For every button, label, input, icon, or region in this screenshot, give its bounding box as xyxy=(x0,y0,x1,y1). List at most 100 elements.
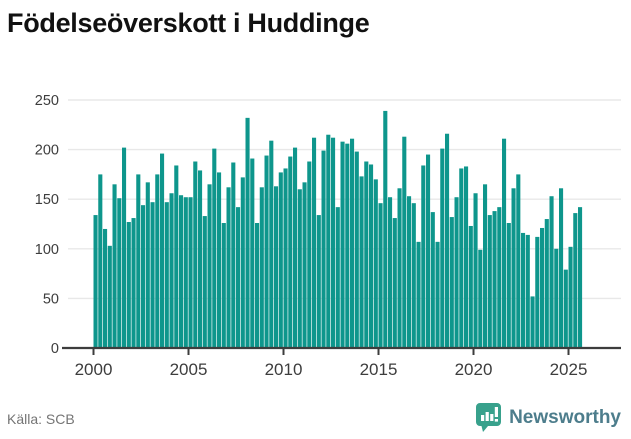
y-tick-label-0: 0 xyxy=(51,341,59,357)
bar-q44 xyxy=(302,182,307,348)
bar-q4 xyxy=(112,184,117,348)
bar-q72 xyxy=(435,241,440,348)
bar-q82 xyxy=(483,184,488,348)
bar-q100 xyxy=(568,246,573,348)
bar-q66 xyxy=(407,196,412,348)
bar-q43 xyxy=(297,189,302,348)
bar-q80 xyxy=(473,193,478,348)
bar-q46 xyxy=(312,137,317,348)
bar-q79 xyxy=(468,225,473,348)
bar-q31 xyxy=(240,177,245,348)
bar-q39 xyxy=(278,172,283,348)
bar-q41 xyxy=(288,156,293,348)
bar-q78 xyxy=(464,166,469,348)
bar-q71 xyxy=(430,212,435,348)
bar-q32 xyxy=(245,117,250,348)
bar-q5 xyxy=(117,198,122,348)
bar-q76 xyxy=(454,197,459,348)
bar-q7 xyxy=(126,222,131,348)
bar-q86 xyxy=(502,138,507,348)
bar-q60 xyxy=(378,203,383,348)
bar-q27 xyxy=(221,223,226,348)
x-tick-label-2010: 2010 xyxy=(265,360,303,379)
bar-q6 xyxy=(122,147,127,348)
bar-q77 xyxy=(459,168,464,348)
bar-q68 xyxy=(416,241,421,348)
source-note: Källa: SCB xyxy=(7,411,75,427)
bar-q69 xyxy=(421,165,426,348)
bar-q49 xyxy=(326,134,331,348)
bar-q13 xyxy=(155,174,160,348)
bar-q54 xyxy=(350,138,355,348)
y-tick-label-150: 150 xyxy=(35,192,59,208)
bar-q67 xyxy=(411,203,416,348)
bar-q63 xyxy=(392,218,397,348)
bar-q59 xyxy=(373,179,378,348)
bar-q8 xyxy=(131,218,136,348)
bar-chart-glyph xyxy=(481,407,499,422)
bar-q33 xyxy=(250,158,255,348)
bar-q101 xyxy=(573,213,578,348)
bar-q91 xyxy=(525,234,530,348)
bar-q97 xyxy=(554,248,559,348)
bar-q38 xyxy=(274,186,279,348)
bar-q23 xyxy=(202,216,207,348)
x-tick-label-2015: 2015 xyxy=(360,360,398,379)
bar-q11 xyxy=(145,182,150,348)
bar-q35 xyxy=(259,187,264,348)
bar-q75 xyxy=(449,217,454,348)
chart-title: Födelseöverskott i Huddinge xyxy=(7,8,370,38)
bar-q81 xyxy=(478,249,483,348)
x-tick-label-2025: 2025 xyxy=(550,360,588,379)
bar-q65 xyxy=(402,136,407,348)
bar-q16 xyxy=(169,193,174,348)
bar-q89 xyxy=(516,174,521,348)
bar-q1 xyxy=(98,174,103,348)
bar-q88 xyxy=(511,188,516,348)
bar-q26 xyxy=(217,172,222,348)
bar-q84 xyxy=(492,211,497,348)
bar-q36 xyxy=(264,155,269,348)
bar-q55 xyxy=(354,151,359,348)
bar-q61 xyxy=(383,110,388,348)
bar-q9 xyxy=(136,174,141,348)
bar-q37 xyxy=(269,140,274,348)
bar-q40 xyxy=(283,168,288,348)
bar-q48 xyxy=(321,150,326,348)
bar-q28 xyxy=(226,187,231,348)
bar-q24 xyxy=(207,184,212,348)
bar-q3 xyxy=(107,245,112,348)
bar-q96 xyxy=(549,196,554,348)
bar-q51 xyxy=(335,207,340,348)
bar-q57 xyxy=(364,161,369,348)
bar-q20 xyxy=(188,197,193,348)
bar-q42 xyxy=(293,147,298,348)
bar-q50 xyxy=(331,137,336,348)
bar-q74 xyxy=(445,133,450,348)
bar-q73 xyxy=(440,148,445,348)
bar-q52 xyxy=(340,141,345,348)
x-tick-label-2005: 2005 xyxy=(170,360,208,379)
x-tick-label-2020: 2020 xyxy=(455,360,493,379)
bar-q12 xyxy=(150,202,155,348)
y-tick-label-250: 250 xyxy=(35,93,59,109)
bar-q70 xyxy=(426,154,431,348)
y-tick-label-50: 50 xyxy=(43,291,59,307)
bar-q19 xyxy=(183,197,188,348)
newsworthy-icon xyxy=(476,403,502,432)
bar-q95 xyxy=(544,219,549,348)
bar-q58 xyxy=(369,164,374,348)
bar-q21 xyxy=(193,161,198,348)
bar-q14 xyxy=(160,153,165,348)
bar-q102 xyxy=(578,207,583,348)
x-tick-label-2000: 2000 xyxy=(75,360,113,379)
bar-q0 xyxy=(93,215,98,348)
bar-q94 xyxy=(540,227,545,348)
bar-q29 xyxy=(231,162,236,348)
newsworthy-logo[interactable]: Newsworthy xyxy=(475,402,621,433)
bar-q56 xyxy=(359,176,364,348)
bar-q83 xyxy=(487,215,492,348)
bar-q2 xyxy=(103,228,108,348)
y-tick-label-200: 200 xyxy=(35,143,59,159)
